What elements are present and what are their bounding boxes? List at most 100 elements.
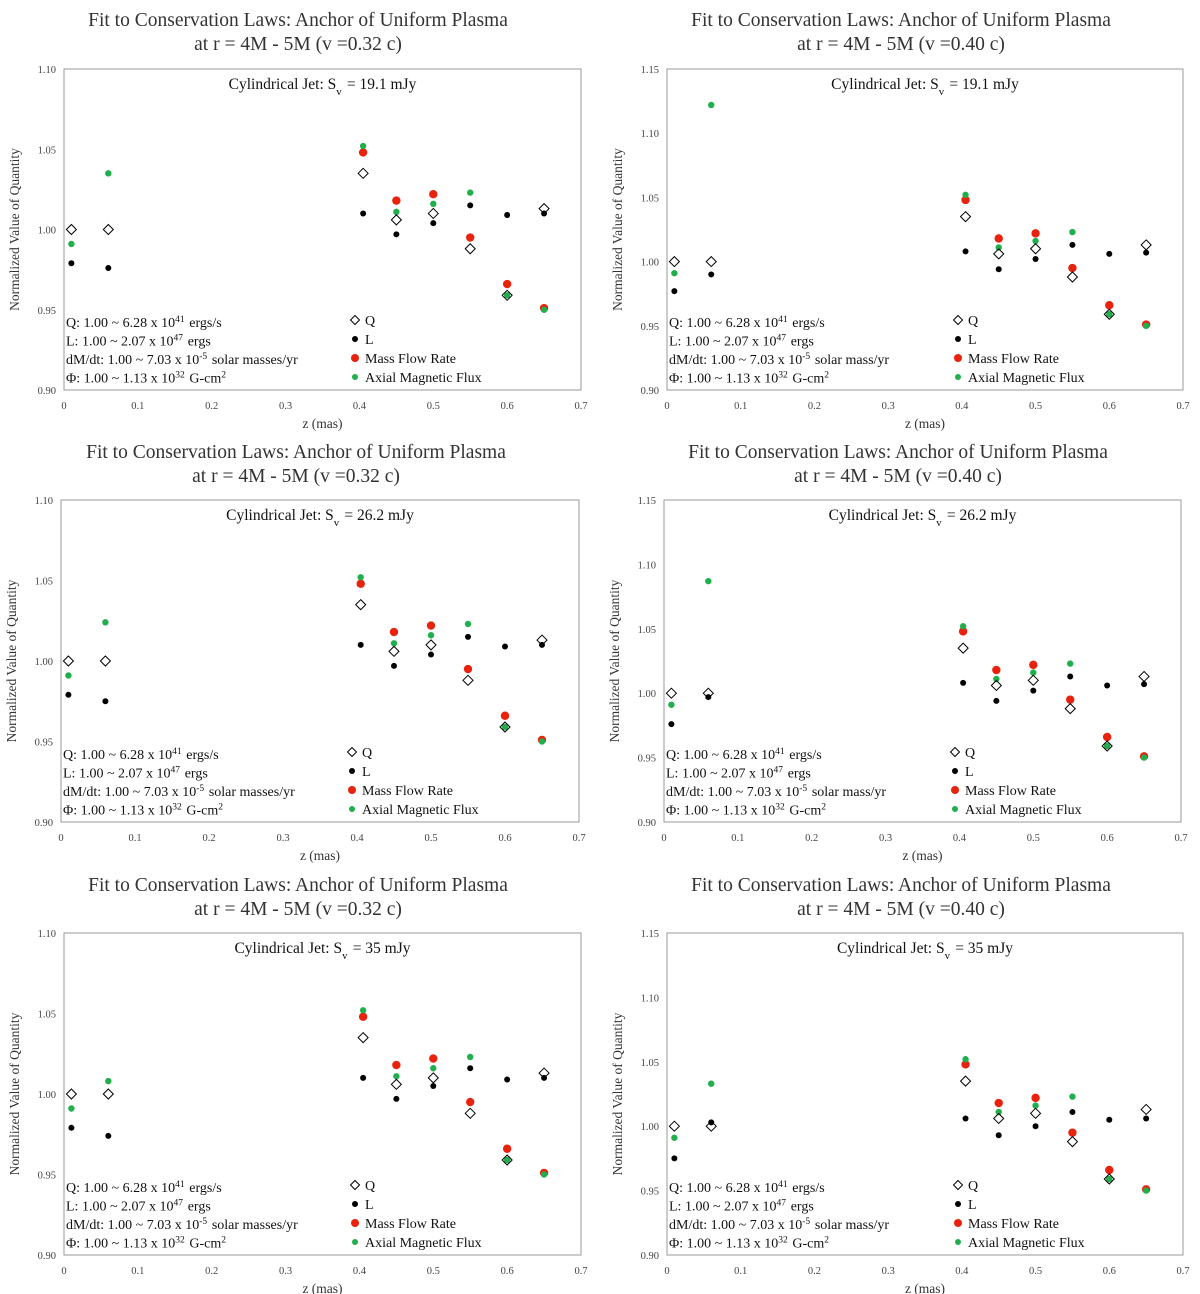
point-axial-magnetic-flux bbox=[68, 1105, 75, 1112]
x-tick-label: 0.2 bbox=[808, 1266, 821, 1277]
conversion-note: Φ: 1.00 ~ 1.13 x 1032 G-cm2 bbox=[669, 371, 830, 387]
point-q bbox=[990, 679, 1003, 692]
point-l bbox=[65, 691, 72, 698]
conversion-note: L: 1.00 ~ 2.07 x 1047 ergs bbox=[63, 766, 208, 782]
conversion-note: Q: 1.00 ~ 6.28 x 1041 ergs/s bbox=[666, 747, 822, 763]
chart-subtitle: at r = 4M - 5M (v =0.32 c) bbox=[194, 34, 402, 55]
point-q bbox=[425, 639, 437, 651]
point-axial-magnetic-flux bbox=[1032, 237, 1039, 245]
y-tick-label: 1.15 bbox=[638, 496, 656, 507]
point-mass-flow-rate bbox=[958, 627, 968, 636]
x-axis-label: z (mas) bbox=[302, 416, 342, 431]
point-q bbox=[1138, 670, 1150, 683]
conversion-note: dM/dt: 1.00 ~ 7.03 x 10-5 solar mass/yr bbox=[666, 784, 886, 800]
point-l bbox=[391, 662, 397, 669]
point-mass-flow-rate bbox=[429, 1054, 438, 1063]
point-l bbox=[995, 266, 1002, 273]
legend-marker-q bbox=[349, 1179, 361, 1191]
point-axial-magnetic-flux bbox=[65, 672, 72, 679]
legend-label: Axial Magnetic Flux bbox=[968, 371, 1085, 386]
point-axial-magnetic-flux bbox=[1103, 742, 1111, 750]
point-q bbox=[390, 214, 403, 226]
legend-marker-l bbox=[955, 1201, 961, 1207]
point-axial-magnetic-flux bbox=[390, 640, 398, 647]
x-tick-label: 0.7 bbox=[574, 401, 587, 412]
legend-marker-l bbox=[952, 768, 958, 774]
x-tick-label: 0.7 bbox=[572, 833, 585, 844]
point-q bbox=[99, 655, 112, 667]
x-tick-label: 0.7 bbox=[574, 1266, 587, 1277]
legend-marker-q bbox=[949, 746, 961, 758]
point-axial-magnetic-flux bbox=[503, 292, 511, 299]
conversion-note: Q: 1.00 ~ 6.28 x 1041 ergs/s bbox=[66, 1180, 222, 1196]
conversion-note: Φ: 1.00 ~ 1.13 x 1032 G-cm2 bbox=[666, 803, 827, 819]
conversion-note: L: 1.00 ~ 2.07 x 1047 ergs bbox=[669, 1199, 814, 1215]
x-tick-label: 0.5 bbox=[427, 401, 440, 412]
point-mass-flow-rate bbox=[502, 1144, 512, 1153]
point-axial-magnetic-flux bbox=[668, 701, 675, 708]
chart-title: Fit to Conservation Laws: Anchor of Unif… bbox=[691, 875, 1111, 896]
point-l bbox=[993, 697, 1000, 704]
point-q bbox=[538, 202, 550, 215]
x-tick-label: 0.4 bbox=[955, 1266, 969, 1277]
point-q bbox=[501, 1154, 513, 1166]
x-tick-label: 0.2 bbox=[808, 401, 821, 412]
point-axial-magnetic-flux bbox=[393, 208, 400, 216]
point-l bbox=[1106, 250, 1113, 257]
point-q bbox=[1103, 308, 1115, 320]
point-l bbox=[1141, 681, 1148, 688]
point-q bbox=[102, 223, 115, 236]
legend-label: Q bbox=[362, 746, 372, 761]
point-q bbox=[536, 634, 548, 646]
point-l bbox=[504, 212, 511, 219]
point-l bbox=[105, 1132, 112, 1139]
point-q bbox=[1066, 1135, 1079, 1148]
point-axial-magnetic-flux bbox=[102, 619, 109, 626]
point-q bbox=[1103, 1173, 1115, 1185]
y-axis-label: Normalized Value of Quantity bbox=[610, 1012, 625, 1175]
y-tick-label: 1.15 bbox=[641, 65, 659, 76]
point-l bbox=[1067, 673, 1074, 680]
point-l bbox=[1069, 241, 1076, 248]
x-tick-label: 0.1 bbox=[131, 401, 144, 412]
point-mass-flow-rate bbox=[466, 1097, 475, 1107]
point-axial-magnetic-flux bbox=[993, 675, 1000, 683]
legend-label: L bbox=[362, 765, 371, 780]
point-l bbox=[102, 698, 109, 705]
conversion-note: dM/dt: 1.00 ~ 7.03 x 10-5 solar masses/y… bbox=[66, 352, 298, 368]
y-tick-label: 1.10 bbox=[638, 560, 656, 571]
x-tick-label: 0.5 bbox=[1027, 833, 1040, 844]
point-axial-magnetic-flux bbox=[1030, 669, 1037, 676]
x-tick-label: 0.7 bbox=[1176, 1266, 1189, 1277]
point-q bbox=[993, 1112, 1005, 1125]
x-tick-label: 0.2 bbox=[205, 401, 218, 412]
conversion-note: L: 1.00 ~ 2.07 x 1047 ergs bbox=[66, 334, 211, 350]
point-axial-magnetic-flux bbox=[427, 632, 435, 639]
point-mass-flow-rate bbox=[961, 195, 970, 205]
x-tick-label: 0.3 bbox=[276, 833, 289, 844]
point-axial-magnetic-flux bbox=[467, 189, 474, 196]
point-mass-flow-rate bbox=[1068, 263, 1077, 273]
point-axial-magnetic-flux bbox=[705, 577, 712, 585]
chart-subtitle: at r = 4M - 5M (v =0.40 c) bbox=[794, 466, 1002, 487]
point-axial-magnetic-flux bbox=[359, 142, 367, 150]
x-tick-label: 0 bbox=[661, 833, 666, 844]
point-axial-magnetic-flux bbox=[357, 574, 364, 581]
point-l bbox=[467, 1065, 474, 1072]
x-axis-label: z (mas) bbox=[902, 848, 942, 863]
x-tick-label: 0.7 bbox=[1174, 833, 1187, 844]
point-l bbox=[671, 1155, 678, 1162]
point-q bbox=[499, 721, 511, 733]
point-l bbox=[430, 220, 437, 227]
point-l bbox=[995, 1132, 1002, 1139]
y-tick-label: 1.00 bbox=[641, 1122, 659, 1133]
point-l bbox=[502, 643, 508, 650]
point-q bbox=[993, 248, 1005, 260]
point-axial-magnetic-flux bbox=[538, 738, 546, 745]
point-q bbox=[1029, 1107, 1042, 1120]
point-mass-flow-rate bbox=[466, 233, 475, 242]
legend-label: L bbox=[968, 1198, 977, 1213]
conversion-note: dM/dt: 1.00 ~ 7.03 x 10-5 solar mass/yr bbox=[669, 1217, 889, 1233]
chart-subtitle: at r = 4M - 5M (v =0.40 c) bbox=[797, 899, 1005, 920]
point-l bbox=[393, 231, 400, 238]
